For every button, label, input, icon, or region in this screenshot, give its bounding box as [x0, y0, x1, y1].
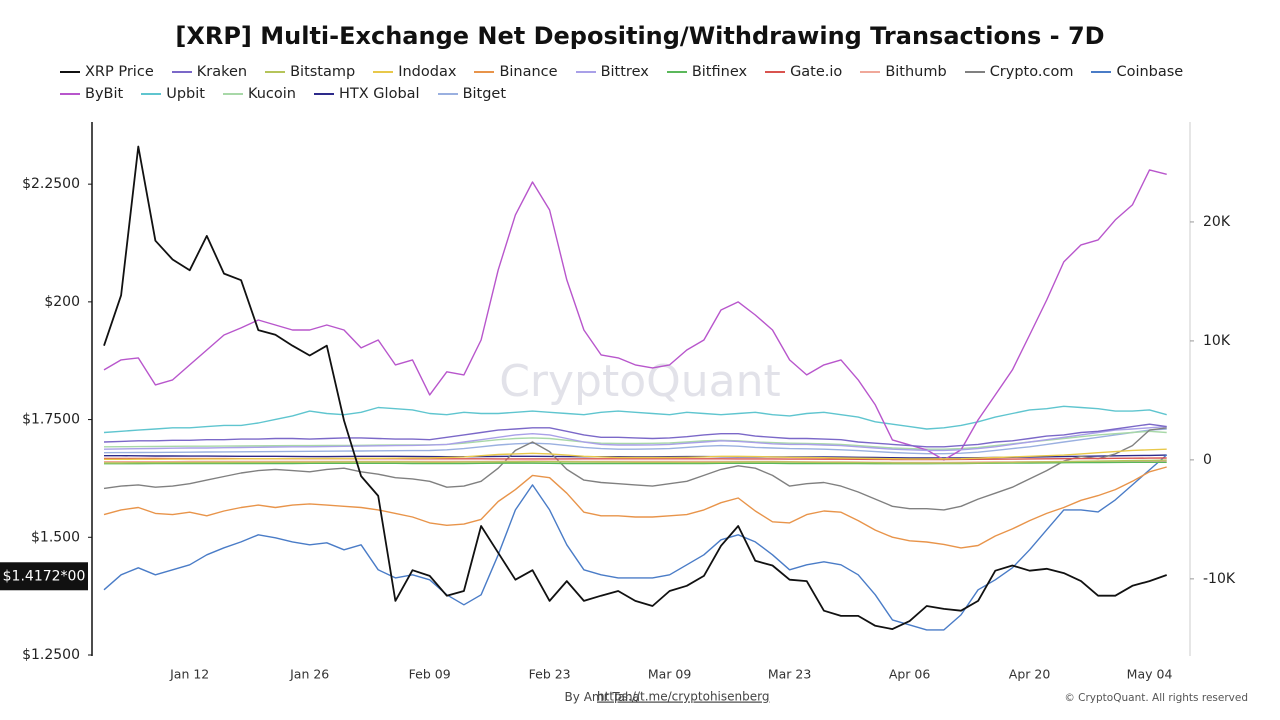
legend-label: Bittrex	[600, 64, 649, 80]
chart-title: [XRP] Multi-Exchange Net Depositing/With…	[175, 22, 1104, 50]
legend-item[interactable]: Binance	[474, 62, 558, 82]
series-line	[103, 454, 1168, 631]
price-label: $1.4172*00	[3, 568, 86, 584]
series-line	[103, 145, 1168, 630]
legend-swatch	[765, 71, 786, 73]
legend-label: Upbit	[166, 86, 205, 102]
legend-item[interactable]: Gate.io	[765, 62, 842, 82]
x-tick-label: May 04	[1127, 667, 1173, 682]
legend-swatch	[222, 93, 243, 95]
legend-item[interactable]: Crypto.com	[964, 62, 1074, 82]
author: By Amr Taha	[565, 690, 640, 704]
y2-tick-label: 0	[1203, 452, 1212, 468]
legend-label: Binance	[499, 64, 558, 80]
x-tick-label: Jan 26	[289, 667, 329, 682]
footer-author: By Amr Taha	[565, 690, 640, 704]
x-tick-label: Feb 23	[529, 667, 571, 682]
x-tick-label: Feb 09	[409, 667, 451, 682]
y2-tick-label: 10K	[1203, 333, 1231, 349]
legend-swatch	[964, 71, 985, 73]
series-line	[104, 448, 1167, 460]
y-tick-label: $1.500	[31, 529, 80, 545]
legend-swatch	[860, 71, 881, 73]
legend-swatch	[141, 93, 162, 95]
legend-item[interactable]: HTX Global	[314, 84, 420, 104]
legend-label: Bithumb	[885, 64, 947, 80]
legend-swatch	[437, 93, 458, 95]
legend-item[interactable]: Upbit	[141, 84, 205, 104]
legend-label: Bitstamp	[290, 64, 356, 80]
series-line	[103, 466, 1167, 549]
legend-item[interactable]: Bitget	[437, 84, 507, 104]
series-line	[103, 428, 1167, 455]
y-tick-label: $1.2500	[22, 647, 80, 663]
legend-label: Kraken	[196, 64, 248, 80]
legend-item[interactable]: ByBit	[60, 84, 123, 104]
legend-swatch	[474, 71, 495, 73]
y-tick-label: $1.7500	[22, 412, 80, 428]
x-tick-label: Mar 09	[648, 667, 692, 682]
legend-label: Indodax	[398, 64, 457, 80]
legend-item[interactable]: Coinbase	[1091, 62, 1183, 82]
series-line	[103, 405, 1167, 434]
x-tick-label: Apr 20	[1009, 667, 1051, 682]
legend-label: Crypto.com	[989, 64, 1074, 80]
legend-label: Bitget	[462, 86, 507, 102]
legend-item[interactable]: XRP Price	[60, 62, 154, 82]
legend-item[interactable]: Bitfinex	[666, 62, 748, 82]
watermark: CryptoQuant	[499, 356, 781, 407]
series-line	[104, 459, 1167, 464]
legend-swatch	[314, 93, 334, 95]
legend-swatch	[60, 71, 80, 73]
legend-item[interactable]: Kraken	[171, 62, 248, 82]
x-tick-label: Mar 23	[768, 667, 811, 682]
x-tick-label: Apr 06	[889, 667, 931, 682]
legend-swatch	[60, 93, 80, 95]
legend-label: Coinbase	[1116, 64, 1184, 80]
legend-item[interactable]: Bittrex	[575, 62, 649, 82]
y-tick-label: $200	[44, 294, 80, 310]
series-line	[103, 423, 1167, 448]
series-line	[103, 169, 1167, 461]
y2-tick-label: 20K	[1203, 214, 1231, 230]
series-line	[103, 430, 1167, 450]
x-tick-label: Jan 12	[169, 667, 209, 682]
price-label-box	[0, 562, 88, 591]
y-tick-label: $2.2500	[22, 176, 80, 192]
legend-swatch	[171, 71, 192, 73]
legend: XRP Price Kraken Bitstamp Indodax Binance Bit…	[60, 62, 1240, 104]
copyright: © CryptoQuant. All rights reserved	[1064, 692, 1248, 704]
legend-label: Kucoin	[247, 86, 296, 102]
legend-label: Bitfinex	[691, 64, 748, 80]
legend-swatch	[373, 71, 394, 73]
legend-swatch	[575, 71, 596, 73]
legend-swatch	[265, 71, 286, 73]
legend-item[interactable]: Bithumb	[860, 62, 947, 82]
footer-link[interactable]: https://t.me/cryptohisenberg	[597, 690, 769, 704]
legend-label: ByBit	[85, 86, 124, 102]
series-line	[103, 425, 1167, 452]
y2-tick-label: -10K	[1203, 571, 1236, 587]
legend-item[interactable]: Kucoin	[222, 84, 296, 104]
legend-item[interactable]: Indodax	[373, 62, 456, 82]
legend-item[interactable]: Bitstamp	[265, 62, 355, 82]
legend-swatch	[666, 71, 687, 73]
legend-label: XRP Price	[85, 64, 154, 80]
legend-label: Gate.io	[790, 64, 843, 80]
series-line	[103, 427, 1167, 511]
legend-label: HTX Global	[339, 86, 420, 102]
legend-swatch	[1091, 71, 1112, 73]
